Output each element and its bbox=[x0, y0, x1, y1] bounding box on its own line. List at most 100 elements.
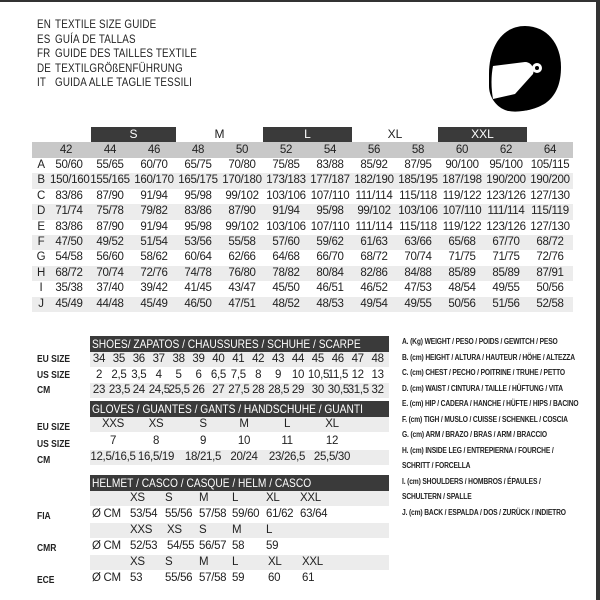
table-cell: 46/51 bbox=[316, 282, 344, 295]
table-cell: 87/90 bbox=[96, 220, 124, 233]
helmet-size: L bbox=[232, 556, 239, 568]
gloves-title: GLOVES / GUANTES / GANTS / HANDSCHUHE / … bbox=[92, 402, 363, 416]
title-text: GUIDA ALLE TAGLIE TESSILI bbox=[55, 75, 193, 89]
table-cell: 87/91 bbox=[536, 266, 564, 279]
table-cell: 11 bbox=[281, 434, 293, 447]
table-cell: 37/40 bbox=[96, 282, 124, 295]
table-cell: 177/187 bbox=[310, 174, 350, 187]
table-cell: M bbox=[239, 418, 249, 430]
table-cell: 83/88 bbox=[316, 159, 344, 171]
helmet-size: M bbox=[199, 492, 209, 504]
shoes-header: SHOES/ ZAPATOS / CHAUSSURES / SCHUHE / S… bbox=[90, 336, 389, 352]
table-cell: 10 bbox=[291, 368, 305, 381]
table-cell: 42 bbox=[252, 353, 265, 365]
table-row-stripe bbox=[90, 352, 389, 367]
table-cell: 7,5 bbox=[230, 368, 246, 381]
table-cell: 115/118 bbox=[399, 220, 437, 233]
row-key: C bbox=[36, 189, 45, 202]
table-cell: 78/82 bbox=[272, 266, 300, 279]
table-cell: 45 bbox=[311, 353, 325, 365]
table-cell: 38 bbox=[172, 353, 185, 365]
legend-item: G. (cm) ARM / BRAZO / BRAS / ARM / BRACC… bbox=[402, 429, 547, 439]
size-number: 50 bbox=[235, 143, 249, 156]
table-cell: 50/56 bbox=[536, 282, 564, 295]
table-cell: 62/66 bbox=[228, 251, 256, 264]
table-cell: 54/55 bbox=[167, 540, 195, 552]
legend-item: SCHULTERN / SPALLE bbox=[402, 491, 472, 501]
table-cell: 165/175 bbox=[178, 174, 218, 187]
table-cell: 160/170 bbox=[134, 174, 174, 187]
gloves-header: GLOVES / GUANTES / GANTS / HANDSCHUHE / … bbox=[90, 401, 389, 417]
shoes-title: SHOES/ ZAPATOS / CHAUSSURES / SCHUHE / S… bbox=[92, 337, 361, 351]
table-cell: 105/115 bbox=[530, 159, 570, 171]
table-cell: 95/98 bbox=[184, 220, 212, 233]
table-cell: 8 bbox=[255, 368, 262, 381]
table-cell: 30 bbox=[311, 384, 325, 396]
table-cell: 103/106 bbox=[398, 205, 438, 218]
row-key: F bbox=[37, 236, 45, 248]
size-group-xxl: XXL bbox=[438, 127, 527, 142]
table-cell: 99/102 bbox=[225, 220, 259, 233]
table-cell: 70/74 bbox=[96, 266, 124, 279]
table-cell: 68/72 bbox=[55, 266, 83, 279]
table-row-stripe bbox=[32, 265, 573, 282]
helmet-size: XXL bbox=[302, 556, 323, 568]
legend-item: C. (cm) CHEST / PECHO / POITRINE / TRUHE… bbox=[402, 367, 565, 377]
size-number: 58 bbox=[411, 143, 425, 156]
helmet-size: XS bbox=[130, 492, 145, 504]
row-key: B bbox=[37, 174, 45, 187]
helmet-size: M bbox=[232, 524, 242, 536]
table-cell: 115/119 bbox=[531, 205, 569, 218]
table-cell: 4 bbox=[155, 368, 162, 381]
table-cell: 5 bbox=[175, 368, 182, 381]
table-cell: 185/195 bbox=[398, 174, 438, 187]
table-cell: 59 bbox=[232, 572, 245, 584]
table-cell: 49/54 bbox=[360, 297, 388, 310]
table-cell: 63/64 bbox=[300, 508, 328, 520]
table-cell: L bbox=[283, 418, 291, 430]
table-cell: 36 bbox=[132, 353, 146, 365]
table-cell: 115/118 bbox=[399, 189, 437, 202]
table-cell: 65/75 bbox=[184, 159, 212, 171]
table-cell: 111/114 bbox=[355, 220, 393, 233]
table-cell: 49/55 bbox=[404, 297, 432, 310]
table-row-stripe bbox=[90, 417, 389, 432]
row-label: EU SIZE bbox=[37, 422, 71, 433]
table-cell: 2 bbox=[95, 368, 103, 381]
table-cell: 82/86 bbox=[360, 266, 388, 279]
table-cell: 68/72 bbox=[360, 251, 388, 264]
table-cell: 32 bbox=[371, 384, 384, 396]
table-cell: 46 bbox=[331, 353, 345, 365]
table-cell: 182/190 bbox=[354, 174, 394, 187]
helmet-size: XS bbox=[130, 556, 145, 568]
table-cell: 127/130 bbox=[530, 220, 570, 233]
table-cell: 48/54 bbox=[448, 282, 476, 295]
table-cell: 70/74 bbox=[404, 251, 432, 264]
table-cell: 30,5 bbox=[327, 384, 349, 396]
language-code: FR bbox=[37, 46, 51, 60]
table-cell: 58/62 bbox=[140, 251, 168, 264]
table-cell: 39/42 bbox=[140, 282, 168, 295]
legend-item: I. (cm) SHOULDERS / HOMBROS / ÉPAULES / bbox=[402, 475, 541, 486]
table-cell: 34 bbox=[92, 353, 106, 365]
table-cell: XXS bbox=[101, 418, 125, 430]
table-cell: 51/56 bbox=[492, 297, 520, 310]
table-cell: 61 bbox=[302, 572, 315, 584]
table-cell: 53/56 bbox=[184, 236, 212, 248]
table-cell: 46/52 bbox=[360, 282, 388, 295]
table-cell: 25,5/30 bbox=[313, 451, 351, 463]
table-cell: 28,5 bbox=[268, 384, 290, 396]
title-text: GUIDE DES TAILLES TEXTILE bbox=[55, 46, 197, 60]
table-cell: 55/58 bbox=[228, 236, 256, 248]
table-cell: 91/94 bbox=[272, 205, 300, 218]
table-cell: XL bbox=[325, 418, 339, 430]
title-line: EN TEXTILE SIZE GUIDE bbox=[37, 17, 156, 31]
table-cell: 25,5 bbox=[168, 384, 190, 396]
table-cell: 6,5 bbox=[210, 368, 226, 381]
legend-item: B. (cm) HEIGHT / ALTURA / HAUTEUR / HÖHE… bbox=[402, 351, 575, 362]
table-cell: 111/114 bbox=[355, 189, 393, 202]
table-cell: 76/80 bbox=[228, 266, 256, 279]
title-text: TEXTILGRÖßENFÜHRUNG bbox=[55, 60, 183, 75]
table-cell: 46/50 bbox=[184, 297, 212, 310]
table-cell: 47/50 bbox=[55, 236, 83, 248]
